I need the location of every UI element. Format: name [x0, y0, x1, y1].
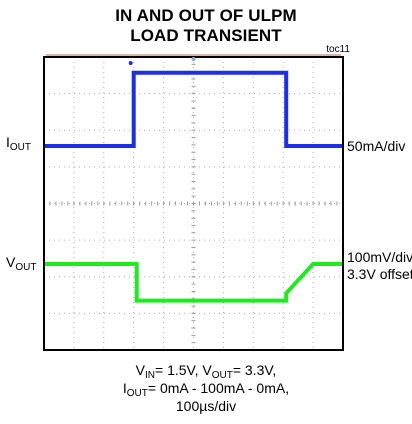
vout-trace: [44, 262, 343, 303]
iout-label: IOUT: [6, 134, 31, 153]
trigger-marker: [128, 61, 133, 65]
vout-scale-label: 100mV/div: [347, 249, 412, 265]
caption-line2: IOUT= 0mA - 100mA - 0mA,: [122, 380, 290, 399]
vout-offset-label: 3.3V offset: [347, 266, 412, 282]
caption-line3: 100µs/div: [175, 398, 237, 414]
chart-title-line2: LOAD TRANSIENT: [130, 26, 282, 45]
vout-label: VOUT: [6, 254, 37, 273]
iout-scale-label: 50mA/div: [347, 138, 406, 154]
trigger-marker: [191, 57, 196, 61]
iout-trace: [44, 70, 343, 148]
chart-title-line1: IN AND OUT OF ULPM: [115, 6, 297, 25]
top-marker-bar: [46, 54, 341, 56]
figure-id: toc11: [326, 44, 350, 55]
caption-line1: VIN= 1.5V, VOUT= 3.3V,: [135, 362, 277, 381]
